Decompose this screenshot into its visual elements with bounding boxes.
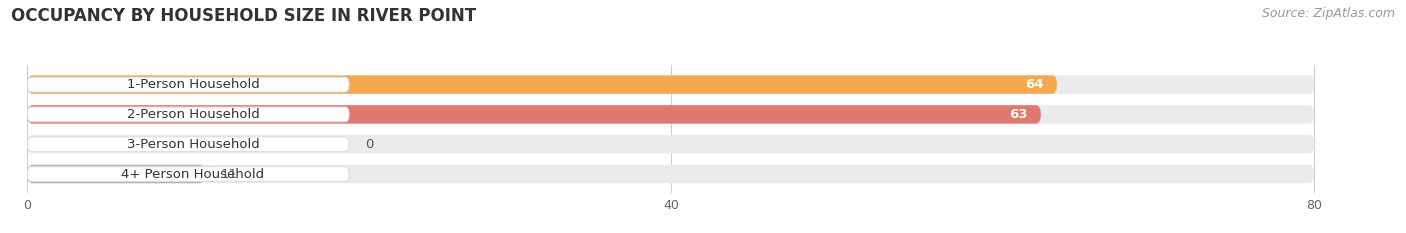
Text: OCCUPANCY BY HOUSEHOLD SIZE IN RIVER POINT: OCCUPANCY BY HOUSEHOLD SIZE IN RIVER POI… bbox=[11, 7, 477, 25]
Text: 1-Person Household: 1-Person Household bbox=[127, 78, 260, 91]
Text: 11: 11 bbox=[221, 168, 238, 181]
FancyBboxPatch shape bbox=[27, 105, 1315, 124]
Text: 0: 0 bbox=[366, 138, 374, 151]
Text: 64: 64 bbox=[1025, 78, 1045, 91]
Text: 3-Person Household: 3-Person Household bbox=[127, 138, 260, 151]
FancyBboxPatch shape bbox=[27, 165, 204, 183]
FancyBboxPatch shape bbox=[27, 137, 349, 152]
FancyBboxPatch shape bbox=[27, 165, 1315, 183]
Text: Source: ZipAtlas.com: Source: ZipAtlas.com bbox=[1261, 7, 1395, 20]
FancyBboxPatch shape bbox=[27, 105, 1040, 124]
Text: 2-Person Household: 2-Person Household bbox=[127, 108, 260, 121]
Text: 63: 63 bbox=[1010, 108, 1028, 121]
Text: 4+ Person Household: 4+ Person Household bbox=[121, 168, 264, 181]
FancyBboxPatch shape bbox=[27, 77, 349, 92]
FancyBboxPatch shape bbox=[27, 167, 349, 182]
FancyBboxPatch shape bbox=[27, 135, 1315, 154]
FancyBboxPatch shape bbox=[27, 75, 1315, 94]
FancyBboxPatch shape bbox=[27, 107, 349, 122]
FancyBboxPatch shape bbox=[27, 75, 1057, 94]
